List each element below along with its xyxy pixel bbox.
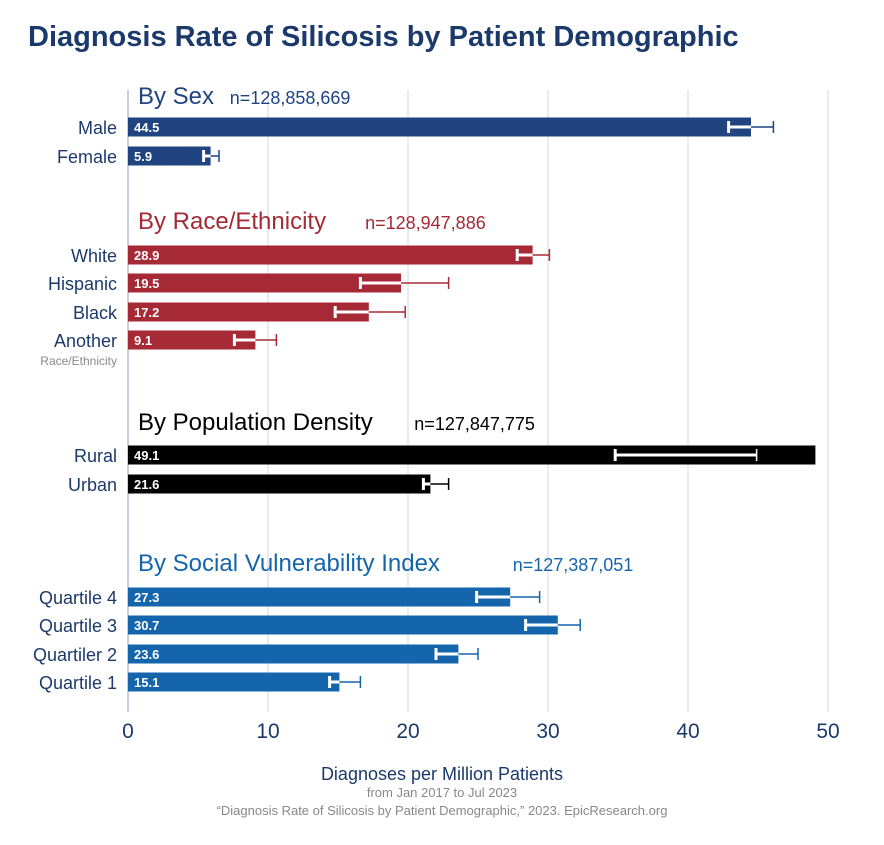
- x-axis-ticks: 0 10 20 30 40 50: [122, 720, 840, 743]
- bar-value-label: 19.5: [134, 276, 159, 291]
- x-tick-label: 10: [256, 720, 279, 743]
- category-label: Female: [57, 147, 117, 167]
- error-bar: [421, 478, 450, 490]
- bar: [128, 615, 558, 635]
- x-tick-label: 40: [676, 720, 699, 743]
- category-sublabel: Race/Ethnicity: [40, 354, 117, 368]
- bar-value-label: 28.9: [134, 248, 159, 263]
- bar-value-label: 49.1: [134, 448, 159, 463]
- chart-title: Diagnosis Rate of Silicosis by Patient D…: [28, 21, 739, 53]
- group-header: By Sex: [138, 83, 214, 110]
- group-sample-size: n=127,387,051: [513, 555, 634, 575]
- x-tick-label: 20: [396, 720, 419, 743]
- category-label: Quartiler 2: [33, 645, 117, 665]
- bar: [128, 330, 256, 350]
- error-bar: [358, 277, 450, 289]
- error-bar: [328, 676, 362, 688]
- gridlines: [127, 90, 829, 712]
- error-bar: [524, 619, 581, 631]
- bar-value-label: 27.3: [134, 590, 159, 605]
- category-label: Quartile 4: [39, 588, 117, 608]
- error-bar: [232, 334, 278, 346]
- error-bar: [434, 648, 479, 660]
- bar-value-label: 44.5: [134, 120, 159, 135]
- group-header: By Race/Ethnicity: [138, 208, 326, 235]
- error-bar: [333, 306, 406, 318]
- category-label: Another: [54, 331, 117, 351]
- group-header: By Social Vulnerability Index: [138, 550, 440, 577]
- category-label: Black: [73, 303, 118, 323]
- bar: [128, 644, 459, 664]
- bar-value-label: 21.6: [134, 477, 159, 492]
- x-axis-label: Diagnoses per Million Patients: [321, 764, 563, 784]
- date-range-subtitle: from Jan 2017 to Jul 2023: [367, 785, 517, 800]
- category-label: Urban: [68, 475, 117, 495]
- bar: [128, 245, 533, 265]
- bar-value-label: 5.9: [134, 149, 152, 164]
- category-label: Rural: [74, 446, 117, 466]
- bar: [128, 273, 401, 293]
- x-tick-label: 0: [122, 720, 134, 743]
- group-sample-size: n=128,858,669: [230, 88, 351, 108]
- error-bar: [613, 449, 758, 461]
- bar: [128, 445, 816, 465]
- error-bar: [515, 249, 551, 261]
- x-tick-label: 30: [536, 720, 559, 743]
- bar: [128, 117, 751, 137]
- bar-value-label: 30.7: [134, 618, 159, 633]
- x-tick-label: 50: [816, 720, 839, 743]
- bars: By Sex n=128,858,669 Male 44.5 Female 5.9 By R…: [33, 83, 816, 693]
- error-bar: [727, 121, 775, 133]
- bar: [128, 146, 211, 166]
- bar-value-label: 9.1: [134, 333, 152, 348]
- error-bar: [202, 150, 220, 162]
- category-label: Quartile 1: [39, 673, 117, 693]
- category-label: Quartile 3: [39, 616, 117, 636]
- category-label: Hispanic: [48, 274, 117, 294]
- bar: [128, 587, 511, 607]
- category-label: Male: [78, 118, 117, 138]
- bar: [128, 474, 431, 494]
- group-sample-size: n=128,947,886: [365, 213, 486, 233]
- bar-value-label: 17.2: [134, 305, 159, 320]
- bar: [128, 302, 369, 322]
- group-sample-size: n=127,847,775: [414, 414, 535, 434]
- bar-value-label: 23.6: [134, 647, 159, 662]
- source-citation: “Diagnosis Rate of Silicosis by Patient …: [217, 803, 668, 818]
- bar: [128, 672, 340, 692]
- error-bar: [475, 591, 541, 603]
- bar-value-label: 15.1: [134, 675, 159, 690]
- category-label: White: [71, 246, 117, 266]
- group-header: By Population Density: [138, 409, 373, 436]
